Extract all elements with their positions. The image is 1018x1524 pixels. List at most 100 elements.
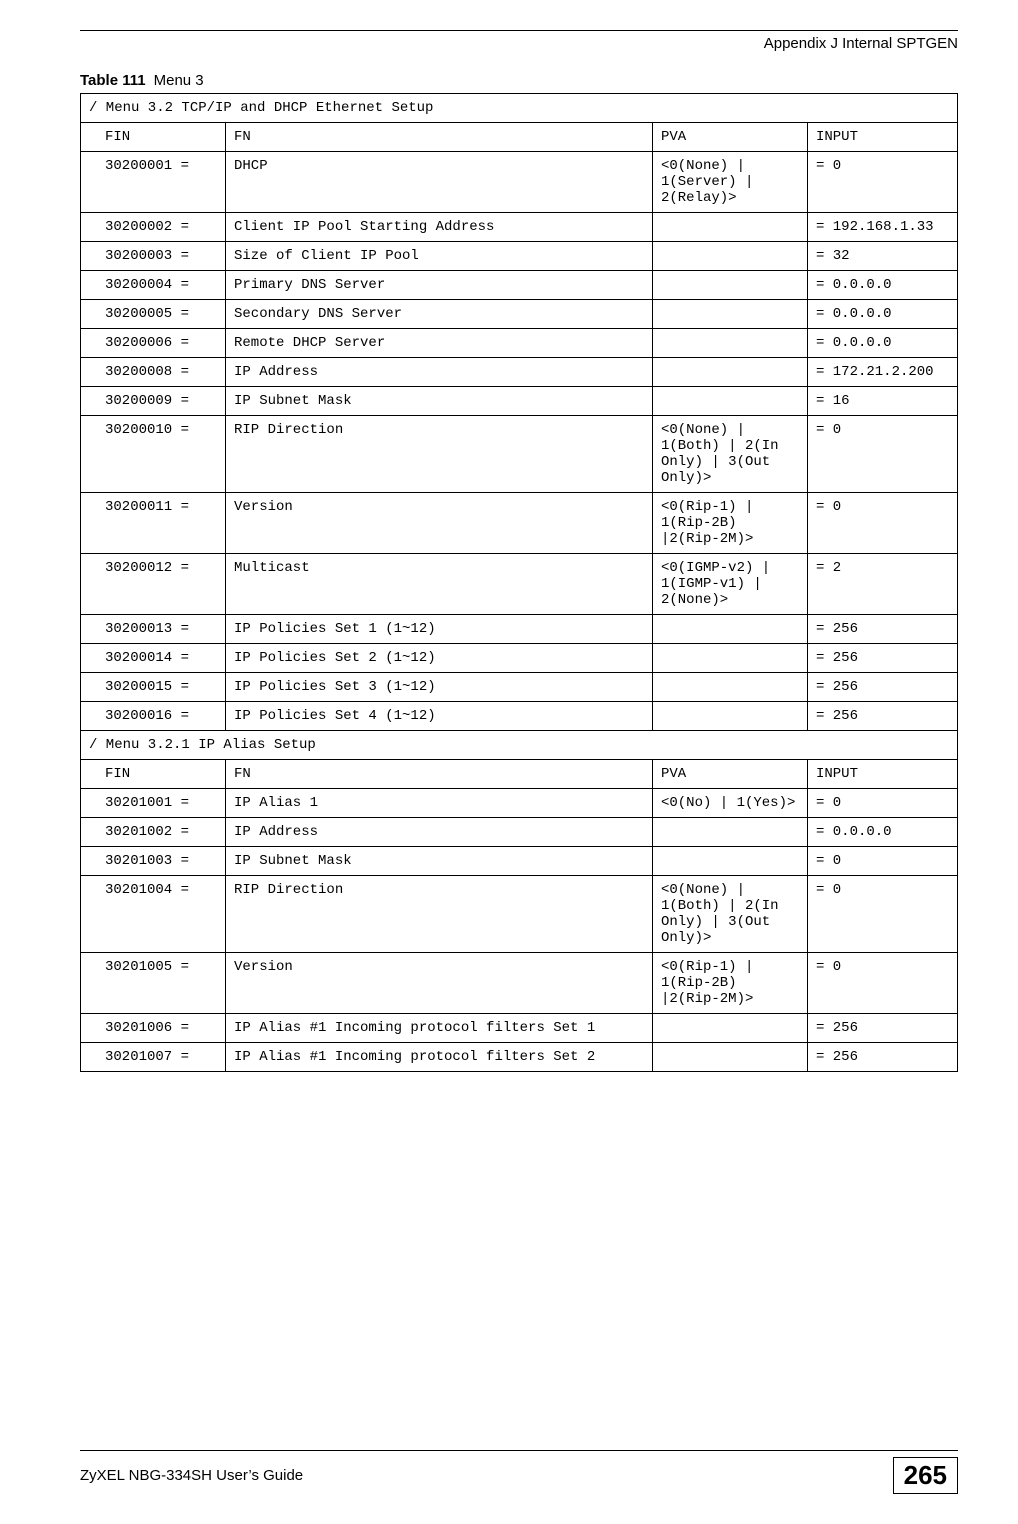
cell-fn: IP Alias 1: [226, 789, 653, 818]
section-title: / Menu 3.2.1 IP Alias Setup: [81, 731, 958, 760]
table-row: 30201001 =IP Alias 1<0(No) | 1(Yes)>= 0: [81, 789, 958, 818]
cell-fin: 30200002 =: [81, 213, 226, 242]
table-row: 30200009 =IP Subnet Mask = 16: [81, 387, 958, 416]
cell-fn: IP Policies Set 4 (1~12): [226, 702, 653, 731]
cell-fn: Version: [226, 493, 653, 554]
cell-fin: 30201004 =: [81, 876, 226, 953]
cell-fn: IP Alias #1 Incoming protocol filters Se…: [226, 1043, 653, 1072]
table-row: 30200002 =Client IP Pool Starting Addres…: [81, 213, 958, 242]
table-row: 30200011 =Version<0(Rip-1) | 1(Rip-2B) |…: [81, 493, 958, 554]
table-row: 30200003 =Size of Client IP Pool = 32: [81, 242, 958, 271]
cell-pva: [652, 702, 807, 731]
cell-pva: <0(None) | 1(Both) | 2(In Only) | 3(Out …: [652, 416, 807, 493]
table-row: 30200005 =Secondary DNS Server= 0.0.0.0: [81, 300, 958, 329]
cell-inp: = 0.0.0.0: [807, 818, 957, 847]
table-row: 30200006 =Remote DHCP Server= 0.0.0.0: [81, 329, 958, 358]
cell-fn: IP Alias #1 Incoming protocol filters Se…: [226, 1014, 653, 1043]
table-row: 30201005 =Version<0(Rip-1) | 1(Rip-2B) |…: [81, 953, 958, 1014]
cell-fin: 30200011 =: [81, 493, 226, 554]
cell-pva: [652, 387, 807, 416]
cell-inp: = 256: [807, 1014, 957, 1043]
cell-pva: <0(None) | 1(Both) | 2(In Only) | 3(Out …: [652, 876, 807, 953]
cell-fn: DHCP: [226, 152, 653, 213]
cell-inp: = 0: [807, 789, 957, 818]
cell-inp: = 172.21.2.200: [807, 358, 957, 387]
cell-fn: Primary DNS Server: [226, 271, 653, 300]
table-row: 30200016 =IP Policies Set 4 (1~12) = 256: [81, 702, 958, 731]
table-row: 30200008 =IP Address= 172.21.2.200: [81, 358, 958, 387]
cell-pva: <0(No) | 1(Yes)>: [652, 789, 807, 818]
cell-inp: = 0.0.0.0: [807, 300, 957, 329]
cell-fin: 30200005 =: [81, 300, 226, 329]
cell-inp: = 256: [807, 702, 957, 731]
cell-fin: 30201001 =: [81, 789, 226, 818]
cell-fn: Multicast: [226, 554, 653, 615]
cell-fn: IP Subnet Mask: [226, 387, 653, 416]
column-header-inp: INPUT: [807, 760, 957, 789]
column-header-inp: INPUT: [807, 123, 957, 152]
menu-table: / Menu 3.2 TCP/IP and DHCP Ethernet Setu…: [80, 93, 958, 1072]
table-row: 30200013 =IP Policies Set 1 (1~12)= 256: [81, 615, 958, 644]
cell-fn: RIP Direction: [226, 416, 653, 493]
cell-inp: = 16: [807, 387, 957, 416]
cell-fn: IP Address: [226, 358, 653, 387]
cell-inp: = 192.168.1.33: [807, 213, 957, 242]
cell-fn: IP Policies Set 2 (1~12): [226, 644, 653, 673]
cell-fin: 30201005 =: [81, 953, 226, 1014]
cell-fin: 30200003 =: [81, 242, 226, 271]
cell-fin: 30200006 =: [81, 329, 226, 358]
column-header-fn: FN: [226, 760, 653, 789]
cell-pva: [652, 271, 807, 300]
cell-fin: 30200013 =: [81, 615, 226, 644]
cell-pva: [652, 1014, 807, 1043]
cell-pva: [652, 358, 807, 387]
column-header-fin: FIN: [81, 123, 226, 152]
page-number: 265: [893, 1457, 958, 1494]
column-header-pva: PVA: [652, 123, 807, 152]
cell-fin: 30200010 =: [81, 416, 226, 493]
cell-pva: <0(Rip-1) | 1(Rip-2B) |2(Rip-2M)>: [652, 953, 807, 1014]
cell-inp: = 0: [807, 847, 957, 876]
cell-fin: 30201003 =: [81, 847, 226, 876]
footer-guide-title: ZyXEL NBG-334SH User’s Guide: [80, 1467, 303, 1484]
cell-fin: 30200009 =: [81, 387, 226, 416]
cell-fn: IP Policies Set 3 (1~12): [226, 673, 653, 702]
cell-inp: = 32: [807, 242, 957, 271]
table-row: 30200001 =DHCP<0(None) | 1(Server) | 2(R…: [81, 152, 958, 213]
table-row: 30200015 =IP Policies Set 3 (1~12) = 256: [81, 673, 958, 702]
cell-fn: Client IP Pool Starting Address: [226, 213, 653, 242]
cell-fin: 30200016 =: [81, 702, 226, 731]
table-row: 30201003 =IP Subnet Mask= 0: [81, 847, 958, 876]
cell-fin: 30200001 =: [81, 152, 226, 213]
cell-inp: = 2: [807, 554, 957, 615]
cell-pva: [652, 300, 807, 329]
cell-pva: [652, 615, 807, 644]
cell-pva: <0(IGMP-v2) | 1(IGMP-v1) | 2(None)>: [652, 554, 807, 615]
cell-fin: 30200015 =: [81, 673, 226, 702]
cell-fn: IP Policies Set 1 (1~12): [226, 615, 653, 644]
cell-fin: 30201007 =: [81, 1043, 226, 1072]
cell-pva: [652, 847, 807, 876]
table-row: 30201007 =IP Alias #1 Incoming protocol …: [81, 1043, 958, 1072]
header-appendix: Appendix J Internal SPTGEN: [80, 35, 958, 52]
table-caption: Table 111Menu 3: [80, 72, 958, 89]
cell-fin: 30201002 =: [81, 818, 226, 847]
cell-pva: [652, 644, 807, 673]
cell-inp: = 256: [807, 644, 957, 673]
cell-pva: [652, 818, 807, 847]
table-caption-bold: Table 111: [80, 72, 146, 89]
cell-fn: RIP Direction: [226, 876, 653, 953]
cell-inp: = 0: [807, 493, 957, 554]
cell-pva: [652, 673, 807, 702]
table-row: 30200010 =RIP Direction<0(None) | 1(Both…: [81, 416, 958, 493]
cell-pva: [652, 329, 807, 358]
cell-inp: = 0: [807, 876, 957, 953]
cell-inp: = 256: [807, 1043, 957, 1072]
cell-inp: = 256: [807, 673, 957, 702]
cell-fn: Size of Client IP Pool: [226, 242, 653, 271]
cell-fn: Remote DHCP Server: [226, 329, 653, 358]
column-header-fn: FN: [226, 123, 653, 152]
table-row: 30200004 =Primary DNS Server= 0.0.0.0: [81, 271, 958, 300]
cell-fn: IP Address: [226, 818, 653, 847]
section-title: / Menu 3.2 TCP/IP and DHCP Ethernet Setu…: [81, 94, 958, 123]
